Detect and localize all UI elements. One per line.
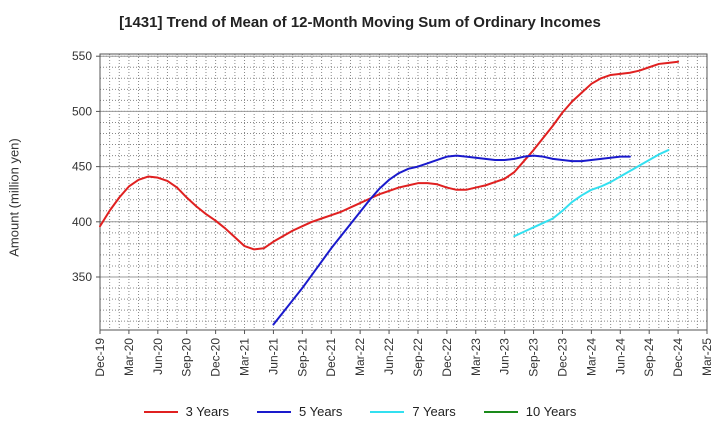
chart-title: [1431] Trend of Mean of 12-Month Moving … (119, 14, 601, 31)
series-line-7-years (513, 149, 670, 238)
x-tick-label: Sep-23 (527, 338, 541, 377)
x-tick-label: Mar-24 (584, 338, 598, 376)
x-tick-label: Dec-23 (555, 338, 569, 377)
y-tick-label: 500 (72, 104, 92, 118)
x-tick-label: Sep-24 (642, 338, 656, 377)
legend-swatch (483, 410, 518, 413)
x-tick-label: Jun-24 (613, 338, 627, 375)
legend-label: 5 Years (299, 404, 343, 419)
x-tick-label: Mar-20 (122, 338, 136, 376)
y-tick-label: 550 (72, 49, 92, 63)
series-line-5-years (272, 154, 631, 326)
x-tick-label: Dec-19 (93, 338, 107, 377)
legend-swatch (370, 410, 405, 413)
legend-item-5-years: 5 Years (257, 404, 342, 419)
plot-frame (99, 53, 708, 331)
x-tick-label: Sep-20 (180, 338, 194, 377)
x-tick-label: Dec-20 (209, 338, 223, 377)
y-tick-label: 350 (72, 270, 92, 284)
line-chart: 350 400 450 500 550 Dec-19 Mar-20 Jun-20 Sep-20 D… (72, 49, 714, 377)
legend-item-10-years: 10 Years (483, 404, 577, 419)
legend: 3 Years 5 Years 7 Years 10 Years (0, 404, 720, 419)
legend-item-3-years: 3 Years (143, 404, 229, 419)
x-tick-label: Dec-22 (440, 338, 454, 377)
series-line-3-years (99, 60, 680, 251)
x-tick-label: Jun-22 (382, 338, 396, 375)
y-tick-label: 400 (72, 215, 92, 229)
plot-area (100, 54, 707, 330)
legend-label: 10 Years (525, 404, 577, 419)
x-tick-label: Mar-22 (353, 338, 367, 376)
legend-swatch (257, 410, 291, 413)
x-tick-label: Mar-21 (238, 338, 252, 376)
x-tick-label: Jun-21 (266, 338, 280, 375)
x-tick-label: Dec-24 (671, 338, 685, 377)
y-tick-label: 450 (72, 160, 92, 174)
x-tick-label: Jun-20 (151, 338, 165, 375)
x-tick-label: Dec-21 (324, 338, 338, 377)
x-tick-label: Mar-25 (700, 338, 714, 376)
legend-swatch (143, 410, 178, 413)
legend-item-7-years: 7 Years (370, 404, 456, 419)
legend-label: 3 Years (185, 404, 229, 419)
legend-label: 7 Years (412, 404, 456, 419)
x-tick-label: Jun-23 (498, 338, 512, 375)
x-tick-label: Sep-22 (411, 338, 425, 377)
x-tick-label: Mar-23 (469, 338, 483, 376)
x-tick-label: Sep-21 (295, 338, 309, 377)
